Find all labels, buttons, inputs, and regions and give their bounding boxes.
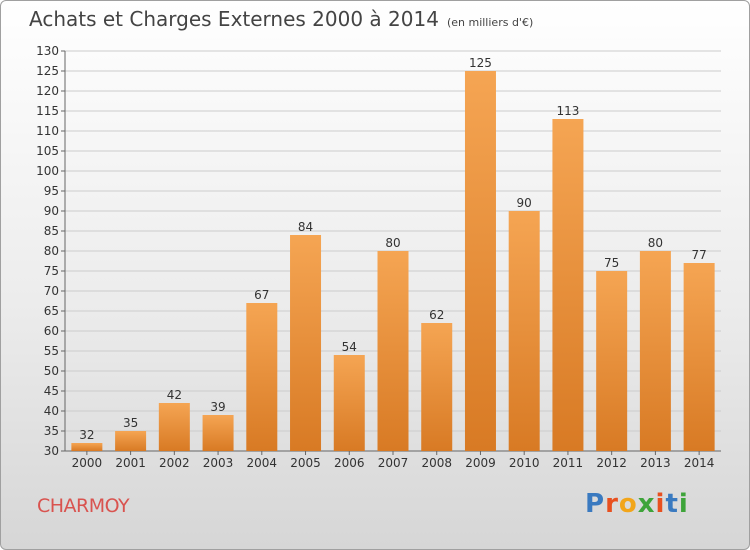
data-label: 113	[556, 104, 579, 118]
bar	[639, 251, 671, 451]
data-label: 90	[517, 196, 532, 210]
title-unit: (en milliers d'€)	[446, 16, 534, 29]
data-label: 80	[385, 236, 400, 250]
bar	[464, 71, 496, 451]
x-tick-label: 2002	[159, 456, 190, 470]
title-text: Achats et Charges Externes 2000 à 2014	[29, 7, 439, 31]
data-label: 35	[123, 416, 138, 430]
y-tick-label: 90	[44, 204, 59, 218]
y-tick-label: 105	[36, 144, 59, 158]
x-tick-label: 2003	[203, 456, 234, 470]
y-tick-label: 60	[44, 324, 59, 338]
logo-letter: P	[585, 489, 606, 519]
y-tick-label: 110	[36, 124, 59, 138]
y-tick-label: 45	[44, 384, 59, 398]
commune-name: CHARMOY	[37, 495, 130, 517]
y-tick-label: 120	[36, 84, 59, 98]
y-tick-label: 95	[44, 184, 59, 198]
y-tick-label: 40	[44, 404, 59, 418]
bar	[158, 403, 190, 451]
x-tick-label: 2005	[290, 456, 321, 470]
x-tick-label: 2010	[509, 456, 540, 470]
logo-letter: o	[618, 489, 638, 519]
x-tick-label: 2004	[247, 456, 278, 470]
y-tick-label: 75	[44, 264, 59, 278]
bar	[202, 415, 234, 451]
bar	[246, 303, 278, 451]
data-label: 54	[342, 340, 357, 354]
y-tick-label: 130	[36, 44, 59, 58]
data-label: 62	[429, 308, 444, 322]
data-label: 67	[254, 288, 269, 302]
bar	[333, 355, 365, 451]
bar	[115, 431, 147, 451]
logo-letter: r	[605, 489, 619, 519]
bar	[552, 119, 584, 451]
data-label: 84	[298, 220, 313, 234]
y-tick-label: 65	[44, 304, 59, 318]
y-tick-label: 30	[44, 444, 59, 458]
x-tick-label: 2001	[115, 456, 146, 470]
y-tick-label: 70	[44, 284, 59, 298]
bar	[596, 271, 628, 451]
x-tick-label: 2011	[553, 456, 584, 470]
bar	[683, 263, 715, 451]
bar	[290, 235, 322, 451]
chart-title: Achats et Charges Externes 2000 à 2014 (e…	[29, 7, 533, 31]
bar	[377, 251, 409, 451]
x-tick-label: 2006	[334, 456, 365, 470]
logo-letter: t	[665, 489, 679, 519]
x-tick-label: 2014	[684, 456, 715, 470]
data-label: 125	[469, 56, 492, 70]
bar	[508, 211, 540, 451]
y-tick-label: 50	[44, 364, 59, 378]
bar	[421, 323, 453, 451]
bar	[71, 443, 103, 451]
y-tick-label: 35	[44, 424, 59, 438]
y-tick-label: 100	[36, 164, 59, 178]
y-tick-label: 55	[44, 344, 59, 358]
data-label: 42	[167, 388, 182, 402]
y-tick-label: 125	[36, 64, 59, 78]
logo-letter: i	[678, 489, 689, 519]
x-tick-label: 2009	[465, 456, 496, 470]
x-tick-label: 2012	[596, 456, 627, 470]
data-label: 80	[648, 236, 663, 250]
y-tick-label: 80	[44, 244, 59, 258]
x-tick-label: 2008	[421, 456, 452, 470]
x-tick-label: 2013	[640, 456, 671, 470]
data-label: 32	[79, 428, 94, 442]
data-label: 77	[691, 248, 706, 262]
y-tick-label: 115	[36, 104, 59, 118]
y-tick-label: 85	[44, 224, 59, 238]
x-tick-label: 2000	[72, 456, 103, 470]
logo-letter: i	[655, 489, 666, 519]
logo-letter: x	[637, 489, 656, 519]
x-tick-label: 2007	[378, 456, 409, 470]
proxiti-logo[interactable]: Proxiti	[585, 489, 689, 519]
data-label: 75	[604, 256, 619, 270]
data-label: 39	[210, 400, 225, 414]
